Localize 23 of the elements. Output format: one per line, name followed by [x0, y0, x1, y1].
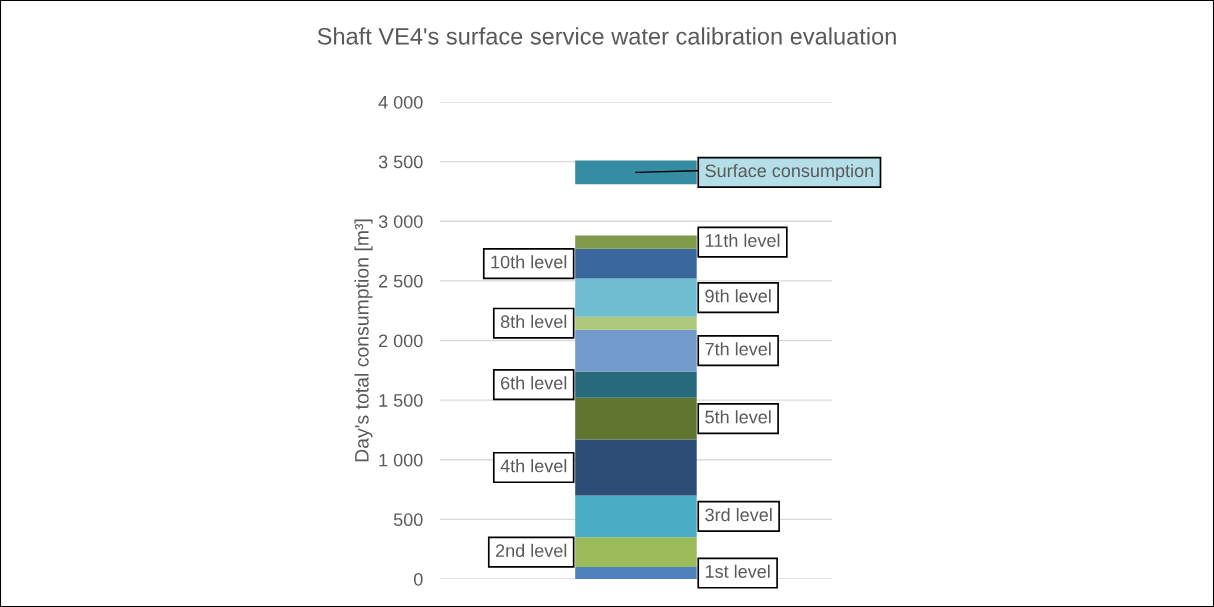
y-tick-label: 0 — [413, 572, 423, 586]
series-label: 9th level — [705, 289, 771, 303]
series-label: 2nd level — [495, 543, 567, 558]
y-tick-label: 3 000 — [378, 215, 423, 228]
series-label: 1st level — [705, 564, 770, 578]
series-label: 7th level — [705, 342, 771, 356]
series-label: 11th level — [705, 233, 780, 247]
series-label: 10th level — [491, 255, 567, 269]
y-tick-label: 4 000 — [378, 95, 423, 109]
series-label: 8th level — [500, 314, 567, 329]
series-label: 5th level — [705, 410, 771, 424]
y-tick-label: 2 500 — [379, 274, 423, 288]
y-tick-label: 2 000 — [379, 334, 423, 348]
y-tick-label: 500 — [393, 513, 423, 527]
y-axis-title: Day's total consumption [m³] — [354, 219, 373, 462]
y-tick-label: 1 500 — [379, 394, 423, 407]
series-label: 3rd level — [705, 507, 772, 522]
series-label: 6th level — [501, 376, 567, 390]
series-label: Surface consumption — [705, 163, 873, 181]
y-tick-label: 1 000 — [379, 453, 423, 467]
series-label: 4th level — [500, 459, 567, 473]
y-tick-label: 3 500 — [378, 155, 423, 169]
chart-title: Shaft VE4's surface service water calibration evaluation — [317, 27, 896, 45]
